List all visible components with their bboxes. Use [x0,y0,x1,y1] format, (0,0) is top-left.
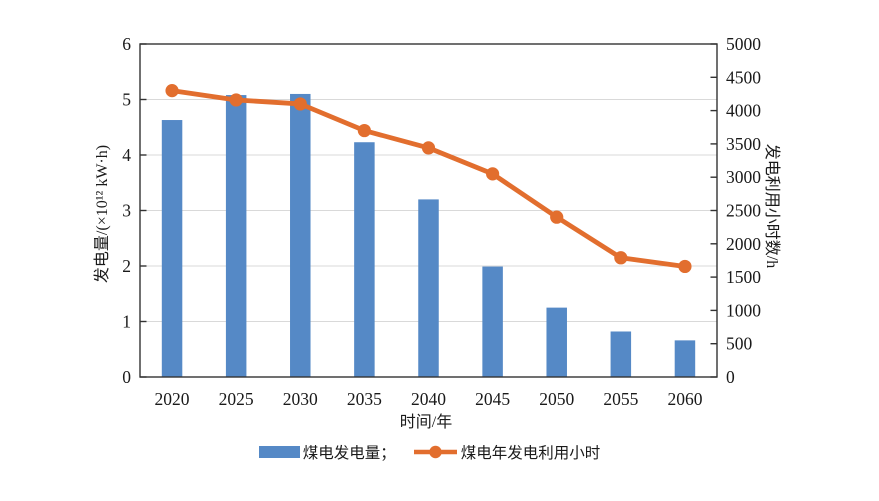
right-axis-tick-label: 500 [726,334,753,354]
left-axis-tick-label: 1 [122,312,131,332]
x-axis-tick-label: 2060 [667,389,702,409]
bar [418,199,439,377]
line-marker [165,84,179,98]
legend-item-bar: 煤电发电量； [258,441,396,463]
right-axis-tick-label: 3000 [726,167,761,187]
x-axis-tick-label: 2050 [539,389,574,409]
right-axis-tick-label: 5000 [726,34,761,54]
legend-label-line: 煤电年发电利用小时 [460,445,601,462]
line-series-sample [413,445,457,459]
legend-item-line: 煤电年发电利用小时 [396,441,601,463]
bar [354,142,375,377]
left-axis-tick-label: 4 [122,145,131,165]
right-axis-tick-label: 0 [726,367,735,387]
bar [290,93,311,377]
x-axis-tick-label: 2055 [603,389,638,409]
legend: 煤电发电量； 煤电年发电利用小时 [0,441,859,463]
left-axis-tick-label: 6 [122,34,131,54]
right-axis-tick-label: 4000 [726,101,761,121]
line-marker [229,93,243,107]
line-marker [486,167,500,181]
right-axis-tick-label: 2000 [726,234,761,254]
line-marker [550,210,564,224]
left-axis-tick-label: 0 [122,367,131,387]
x-axis-tick-label: 2045 [475,389,510,409]
left-axis-tick-label: 5 [122,90,131,110]
left-axis-tick-label: 2 [122,256,131,276]
x-axis-tick-label: 2020 [155,389,190,409]
bar [674,340,696,377]
right-axis-title: 发电利用小时数/h [763,143,780,269]
x-axis-tick-label: 2040 [411,389,446,409]
line-marker [614,251,628,265]
right-axis-tick-label: 1000 [726,300,761,320]
right-axis-tick-label: 2500 [726,201,761,221]
bar-series-swatch [258,445,300,459]
bar [546,307,567,377]
legend-label-bar: 煤电发电量； [302,445,396,462]
x-axis-tick-label: 2030 [283,389,318,409]
line-marker [293,97,307,111]
right-axis-tick-label: 3500 [726,134,761,154]
right-axis-tick-label: 4500 [726,67,761,87]
left-axis-title: 发电量/(×10¹² kW·h) [93,144,111,284]
x-axis-tick-label: 2035 [347,389,382,409]
bar [482,266,503,377]
x-axis-title: 时间/年 [399,414,453,431]
bar [225,95,247,377]
bar [610,331,632,377]
x-axis-tick-label: 2025 [219,389,254,409]
bar [161,120,183,377]
left-axis-tick-label: 3 [122,201,131,221]
line-marker [678,259,692,274]
line-marker [357,123,371,138]
right-axis-tick-label: 1500 [726,267,761,287]
line-marker [421,141,436,155]
